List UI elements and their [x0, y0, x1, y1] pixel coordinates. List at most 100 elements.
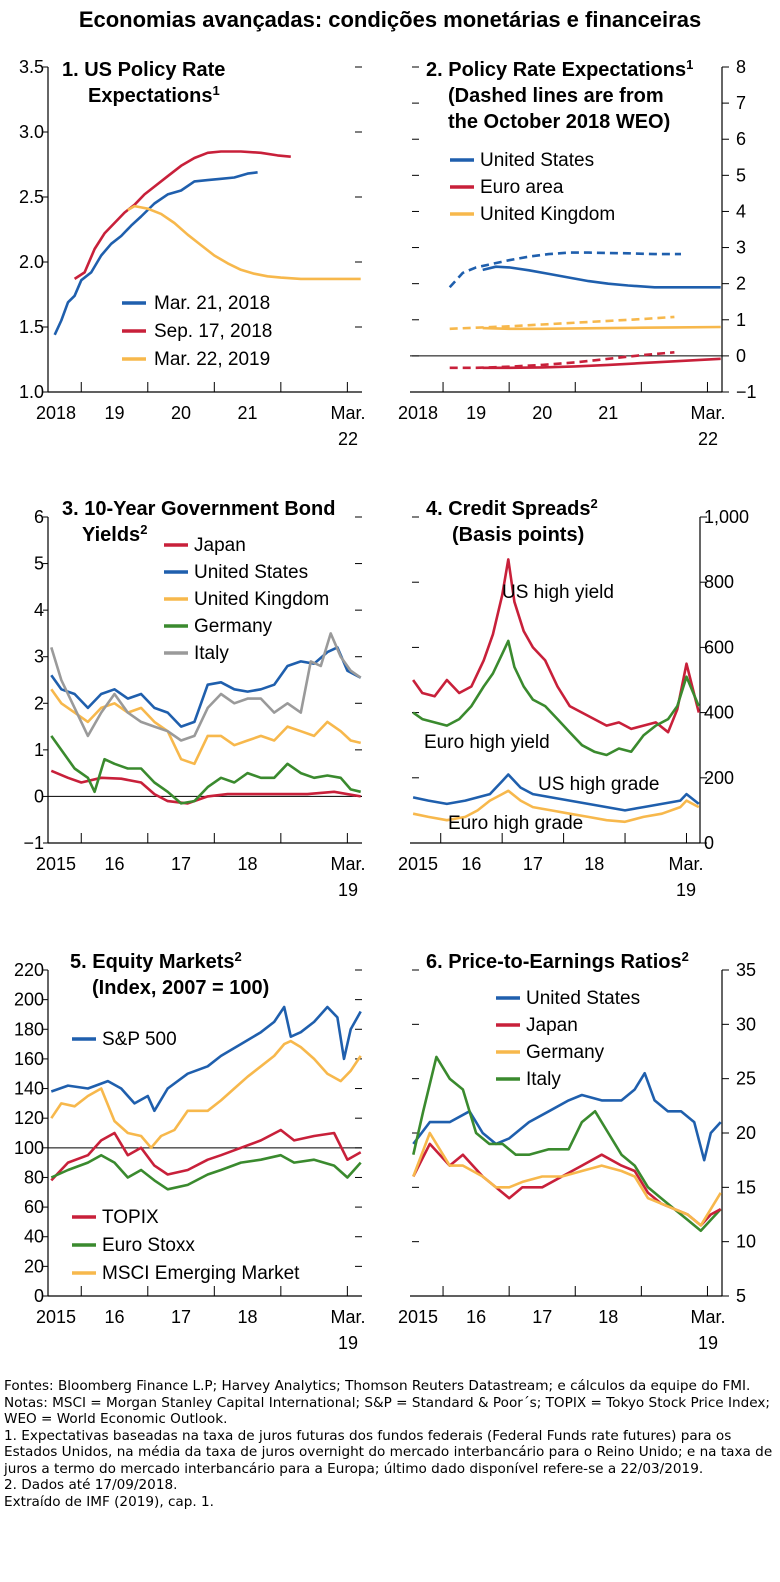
- legend-label: Euro Stoxx: [102, 1235, 195, 1256]
- y-tick-label: 2.5: [19, 187, 44, 207]
- legend-label: Mar. 22, 2019: [154, 349, 270, 370]
- x-tick-label: 17: [532, 1307, 552, 1327]
- panel-6-title: 6. Price-to-Earnings Ratios2: [426, 949, 689, 974]
- x-tick-label: Mar.: [690, 403, 725, 423]
- x-tick-label: Mar.: [690, 1307, 725, 1327]
- series-line-united-states: [482, 265, 721, 289]
- legend-label: Germany: [194, 616, 273, 637]
- y-tick-label: 8: [736, 57, 746, 77]
- y-tick-label: 3: [34, 647, 44, 667]
- legend-label: Sep. 17, 2018: [154, 321, 272, 342]
- series-line-italy: [50, 632, 362, 742]
- y-tick-label: 25: [736, 1069, 756, 1089]
- series-line-topix: [50, 1128, 362, 1182]
- series-line-sep-17-2018: [73, 150, 291, 280]
- series-line-euro-high-grade: [412, 789, 700, 824]
- series-line-germany: [50, 735, 362, 805]
- chart-panel-4: 1,000 800 600 400 200 0 2015 16 17 18 Mar. 19: [398, 507, 749, 900]
- panel-2-title3: the October 2018 WEO): [448, 111, 670, 133]
- x-tick-label: 21: [598, 403, 618, 423]
- series-line-japan: [50, 769, 361, 805]
- footnote-marker: 1: [686, 57, 693, 72]
- y-tick-label: 140: [14, 1079, 44, 1099]
- y-tick-label: 4: [34, 600, 44, 620]
- y-tick-label: 20: [736, 1123, 756, 1143]
- y-tick-label: 3: [736, 238, 746, 258]
- y-tick-label: 160: [14, 1049, 44, 1069]
- x-tick-label: 18: [238, 854, 258, 874]
- footnote-marker: 2: [235, 949, 242, 964]
- legend-label: Mar. 21, 2018: [154, 293, 270, 314]
- x-tick-label: 2015: [36, 1307, 76, 1327]
- footer-notes-abbrev: Notas: MSCI = Morgan Stanley Capital Int…: [4, 1394, 770, 1428]
- x-tick-label: 2018: [36, 403, 76, 423]
- footer-note-1: 1. Expectativas baseadas na taxa de juro…: [4, 1427, 773, 1477]
- y-tick-label: 0: [736, 346, 746, 366]
- series-line-us-high-yield: [412, 558, 701, 734]
- footnote-marker: 1: [212, 83, 219, 98]
- y-tick-label: 3.5: [19, 57, 44, 77]
- footnote-marker: 2: [682, 949, 689, 964]
- series-label: Euro high yield: [424, 732, 550, 753]
- legend-label: Japan: [194, 535, 246, 556]
- x-tick-label: Mar.: [330, 854, 365, 874]
- series-line-italy: [412, 1055, 722, 1233]
- legend-label: Italy: [526, 1069, 561, 1090]
- y-tick-label: 200: [14, 990, 44, 1010]
- x-tick-label: 2015: [36, 854, 76, 874]
- y-tick-label: 400: [704, 703, 734, 723]
- y-tick-label: 40: [24, 1227, 44, 1247]
- y-tick-label: 4: [736, 201, 746, 221]
- y-tick-label: 15: [736, 1177, 756, 1197]
- y-tick-label: 1.0: [19, 382, 44, 402]
- panel-3-title2: Yields2: [82, 522, 147, 547]
- series-line-euro-area: [482, 357, 721, 370]
- series-line-united-states: [412, 1071, 722, 1162]
- y-tick-label: 6: [736, 129, 746, 149]
- legend-label: United States: [194, 562, 308, 583]
- x-tick-label-sub: 19: [338, 1333, 358, 1353]
- x-tick-label-sub: 22: [338, 429, 358, 449]
- legend-label: United States: [480, 150, 594, 171]
- footer-sources: Fontes: Bloomberg Finance L.P; Harvey An…: [4, 1378, 751, 1394]
- series-line-mar-21-2018: [53, 171, 258, 336]
- footer-notes: Fontes: Bloomberg Finance L.P; Harvey An…: [4, 1378, 776, 1510]
- series-line-united-kingdom: [449, 315, 675, 331]
- series-line-euro-area: [449, 351, 675, 370]
- panel-5-title: 5. Equity Markets2: [70, 949, 242, 974]
- x-tick-label: 16: [105, 854, 125, 874]
- x-tick-label: 19: [105, 403, 125, 423]
- y-tick-label: 0: [34, 1286, 44, 1306]
- legend-label: Japan: [526, 1015, 578, 1036]
- y-tick-label: 2: [736, 274, 746, 294]
- x-tick-label: 20: [532, 403, 552, 423]
- x-tick-label: 19: [466, 403, 486, 423]
- y-tick-label: 0: [704, 833, 714, 853]
- legend-label: S&P 500: [102, 1029, 177, 1050]
- legend-label: United Kingdom: [480, 204, 615, 225]
- y-tick-label: 80: [24, 1167, 44, 1187]
- y-tick-label: 1.5: [19, 317, 44, 337]
- panel-3-title: 3. 10-Year Government Bond: [62, 498, 335, 520]
- y-tick-label: 120: [14, 1108, 44, 1128]
- x-tick-label: 17: [523, 854, 543, 874]
- y-tick-label: 2: [34, 693, 44, 713]
- y-tick-label: 5: [34, 554, 44, 574]
- x-tick-label: 2018: [398, 403, 438, 423]
- y-tick-label: 35: [736, 960, 756, 980]
- x-tick-label: 17: [171, 854, 191, 874]
- series-line-japan: [412, 1142, 722, 1227]
- x-tick-label: 17: [171, 1307, 191, 1327]
- x-tick-label: 2015: [398, 854, 438, 874]
- y-tick-label: 1,000: [704, 507, 749, 527]
- y-tick-label: 60: [24, 1197, 44, 1217]
- y-tick-label: 30: [736, 1014, 756, 1034]
- series-line-s-p-500: [50, 1005, 362, 1113]
- series-line-euro-stoxx: [50, 1153, 362, 1191]
- legend-label: United States: [526, 988, 640, 1009]
